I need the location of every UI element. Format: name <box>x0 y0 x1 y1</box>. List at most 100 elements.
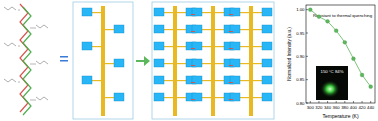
chain-link <box>177 29 186 30</box>
x-tick-label: 300 <box>307 105 315 110</box>
unit <box>154 59 164 67</box>
unit <box>154 76 164 84</box>
unit <box>262 42 272 50</box>
chain-link <box>253 29 262 30</box>
chain-link <box>177 63 186 64</box>
chain-link <box>215 46 224 47</box>
series-group <box>308 8 372 89</box>
x-tick <box>310 101 311 103</box>
chain-link <box>177 12 186 13</box>
unit <box>262 76 272 84</box>
chain-link <box>215 80 224 81</box>
y-tick-label: 1.00 <box>296 7 305 12</box>
ligand <box>4 7 16 10</box>
unit <box>82 42 92 50</box>
crosslink <box>229 82 233 83</box>
unit <box>82 76 92 84</box>
y-axis-label: Normalized Intensity (a.u.) <box>287 27 292 81</box>
crosslink <box>191 48 195 49</box>
graphic: 3003203403603804004204400.800.850.900.95… <box>0 0 378 121</box>
chain-link <box>105 63 114 64</box>
branch <box>18 82 20 83</box>
data-point <box>352 57 356 61</box>
y-tick <box>306 103 308 104</box>
x-tick-label: 340 <box>324 105 332 110</box>
unit <box>82 8 92 16</box>
data-point <box>308 8 312 12</box>
unit <box>192 93 202 101</box>
unit <box>230 25 240 33</box>
chain-link <box>177 80 186 81</box>
crosslink <box>229 65 233 66</box>
ligand <box>36 61 48 64</box>
annotation: 150 °C 84% <box>321 69 344 74</box>
chain-link <box>164 63 173 64</box>
y-tick-label: 0.80 <box>296 101 305 106</box>
y-tick <box>306 33 308 34</box>
data-point <box>326 19 330 23</box>
unit <box>114 93 124 101</box>
chain-link <box>253 97 262 98</box>
unit <box>114 59 124 67</box>
x-tick <box>353 101 354 103</box>
unit <box>154 42 164 50</box>
crosslink <box>191 14 195 15</box>
chain-link <box>177 97 186 98</box>
chain-link <box>215 63 224 64</box>
unit <box>262 8 272 16</box>
crosslink <box>229 48 233 49</box>
chain-link <box>253 12 262 13</box>
unit <box>230 42 240 50</box>
unit <box>230 93 240 101</box>
ligand <box>4 79 16 82</box>
y-tick-label: 0.85 <box>296 77 305 82</box>
y-tick <box>306 9 308 10</box>
unit <box>114 25 124 33</box>
y-tick <box>306 56 308 57</box>
crosslink <box>229 31 233 32</box>
chain-link <box>202 80 211 81</box>
x-tick <box>318 101 319 103</box>
x-tick-label: 320 <box>315 105 323 110</box>
plot-frame <box>306 5 375 103</box>
chain-link <box>164 80 173 81</box>
branch <box>30 100 36 101</box>
unit <box>192 25 202 33</box>
series-line <box>310 10 370 87</box>
chain-bar <box>101 6 105 116</box>
unit <box>154 93 164 101</box>
chain-link <box>240 63 249 64</box>
arrow <box>136 56 150 66</box>
crosslink <box>191 99 195 100</box>
chain-link <box>240 46 249 47</box>
crosslink <box>191 65 195 66</box>
panel <box>152 2 274 119</box>
chain-link <box>215 29 224 30</box>
chain-link <box>164 97 173 98</box>
chain-link <box>215 12 224 13</box>
ligand <box>4 43 16 46</box>
ligand <box>36 97 48 100</box>
crosslink <box>229 99 233 100</box>
branch <box>18 46 20 47</box>
chain-link <box>164 29 173 30</box>
chain-link <box>240 97 249 98</box>
chain-link <box>92 46 101 47</box>
chain-bar <box>211 6 215 116</box>
diagram <box>4 2 274 119</box>
unit <box>262 59 272 67</box>
x-tick <box>336 101 337 103</box>
x-tick-label: 440 <box>367 105 375 110</box>
chain-link <box>164 46 173 47</box>
unit <box>192 76 202 84</box>
chain-bar <box>249 6 253 116</box>
x-tick <box>362 101 363 103</box>
chain-bar <box>173 6 177 116</box>
x-tick-label: 380 <box>341 105 349 110</box>
data-point <box>343 40 347 44</box>
panel <box>73 2 133 119</box>
chain-link <box>253 46 262 47</box>
unit <box>262 25 272 33</box>
crosslink <box>191 31 195 32</box>
chain-link <box>202 46 211 47</box>
